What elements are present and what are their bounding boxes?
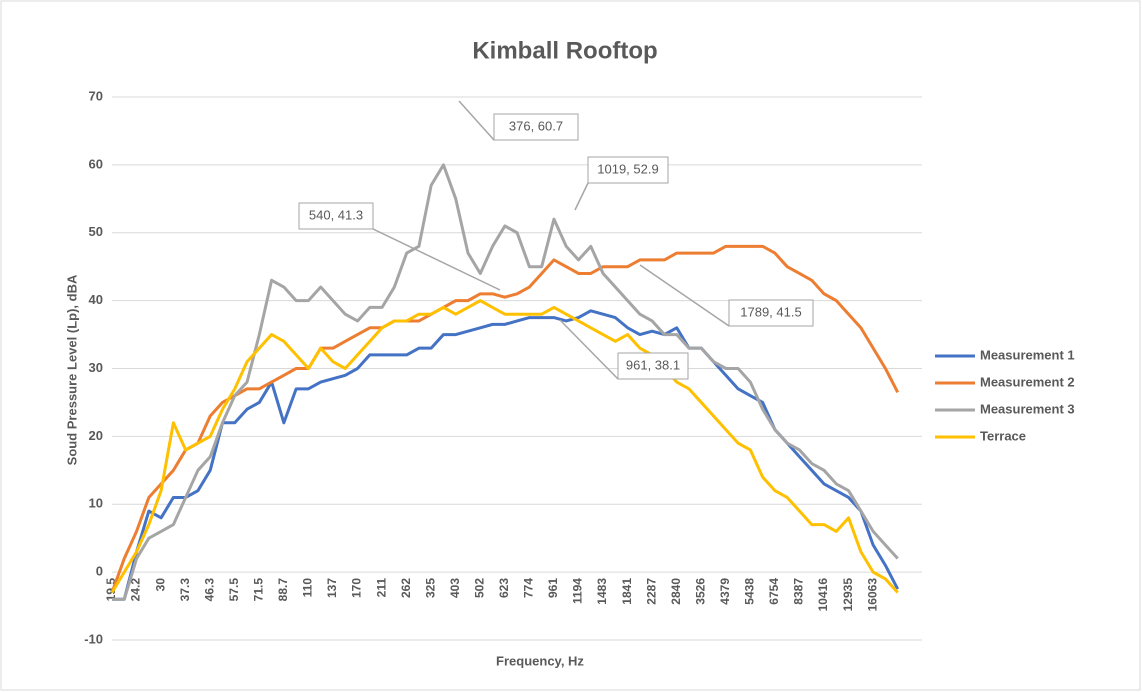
x-tick-label: 71.5: [251, 578, 265, 602]
series-line: [110, 299, 899, 594]
annotation-text: 540, 41.3: [309, 207, 363, 222]
annotation-box: [298, 202, 374, 230]
annotation-text: 1789, 41.5: [740, 304, 801, 319]
annotation-leader: [458, 100, 495, 141]
legend-label: Measurement 3: [980, 401, 1075, 416]
y-tick-label: 50: [89, 224, 103, 239]
legend-label: Terrace: [980, 428, 1026, 443]
annotation-leader: [559, 319, 619, 380]
x-tick-label: 88.7: [276, 578, 290, 602]
annotation-text: 961, 38.1: [626, 357, 680, 372]
annotation-box: [493, 113, 579, 141]
annotation-leader: [574, 182, 589, 211]
x-tick-label: 211: [374, 578, 388, 598]
x-tick-label: 403: [448, 578, 462, 598]
x-tick-label: 1194: [571, 578, 585, 604]
legend-label: Measurement 1: [980, 347, 1075, 362]
legend-label: Measurement 2: [980, 374, 1075, 389]
annotation-leader: [639, 264, 730, 327]
x-tick-label: 502: [472, 578, 486, 598]
x-tick-label: 37.3: [178, 578, 192, 602]
x-tick-label: 325: [423, 578, 437, 598]
x-tick-label: 24.2: [129, 578, 143, 602]
x-tick-label: 961: [546, 578, 560, 598]
x-tick-label: 1841: [620, 578, 634, 605]
x-tick-label: 623: [497, 578, 511, 598]
annotation-box: [617, 352, 689, 380]
chart-title: Kimball Rooftop: [472, 37, 657, 64]
y-tick-label: 70: [89, 88, 103, 103]
x-tick-label: 5438: [743, 578, 757, 605]
x-tick-label: 30: [153, 578, 167, 592]
series-line: [112, 163, 899, 601]
x-tick-label: 1483: [595, 578, 609, 605]
x-tick-label: 110: [301, 578, 315, 598]
series-line: [112, 309, 900, 601]
x-tick-label: 2840: [669, 578, 683, 605]
y-tick-label: 40: [89, 292, 103, 307]
annotation-text: 376, 60.7: [509, 118, 563, 133]
annotation-box: [728, 299, 814, 327]
x-tick-label: 3526: [693, 578, 707, 605]
x-tick-label: 12935: [841, 578, 855, 612]
x-tick-label: 16063: [865, 578, 879, 612]
y-tick-label: 60: [89, 156, 103, 171]
x-tick-label: 6754: [767, 578, 781, 605]
series-line: [110, 244, 900, 593]
x-tick-label: 4379: [718, 578, 732, 605]
y-axis-title: Soud Pressure Level (Lp), dBA: [64, 274, 79, 465]
x-tick-label: 8387: [792, 578, 806, 605]
y-tick-label: -10: [84, 631, 103, 646]
x-tick-label: 57.5: [227, 578, 241, 602]
x-tick-label: 170: [350, 578, 364, 598]
x-axis-title: Frequency, Hz: [496, 653, 584, 668]
y-tick-label: 0: [96, 564, 103, 579]
y-tick-label: 30: [89, 360, 103, 375]
annotation-text: 1019, 52.9: [597, 161, 658, 176]
x-tick-label: 137: [325, 578, 339, 598]
annotation-box: [587, 156, 669, 184]
x-tick-label: 2287: [644, 578, 658, 605]
x-tick-label: 774: [522, 578, 536, 598]
y-tick-label: 10: [89, 496, 103, 511]
annotation-leader: [372, 228, 501, 291]
x-tick-label: 46.3: [202, 578, 216, 602]
x-tick-label: 10416: [816, 578, 830, 612]
x-tick-label: 262: [399, 578, 413, 598]
y-tick-label: 20: [89, 428, 103, 443]
